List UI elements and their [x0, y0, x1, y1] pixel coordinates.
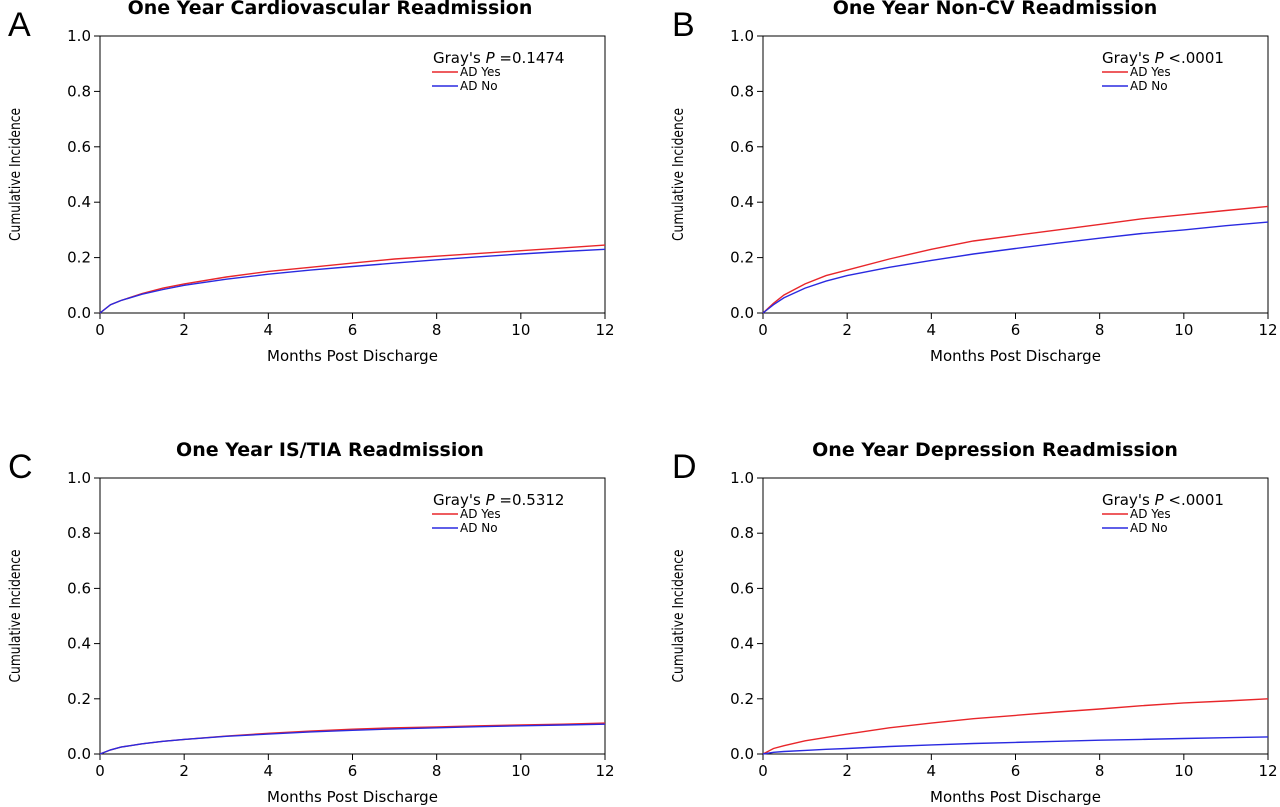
- x-axis-label: Months Post Discharge: [267, 347, 438, 365]
- legend-label: AD Yes: [460, 507, 501, 521]
- x-tick-label: 6: [348, 762, 358, 780]
- x-tick-label: 10: [1174, 321, 1193, 339]
- panel-b: B One Year Non-CV Readmission 0.0 0.2 0.4 0.6…: [670, 0, 1278, 365]
- legend-label: AD Yes: [1130, 65, 1171, 79]
- y-tick-label: 0.8: [730, 82, 754, 100]
- p-value-annotation: Gray's P <.0001: [1102, 49, 1224, 67]
- series-line-ad-yes: [99, 722, 606, 755]
- legend-label: AD No: [1130, 521, 1168, 535]
- y-axis-label: Cumulative Incidence: [670, 108, 687, 241]
- p-value-annotation: Gray's P =0.1474: [433, 49, 564, 67]
- legend-label: AD No: [460, 79, 498, 93]
- y-tick-label: 0.4: [730, 193, 754, 211]
- x-tick-label: 12: [1258, 321, 1277, 339]
- p-value-annotation: Gray's P <.0001: [1102, 491, 1224, 509]
- x-tick-label: 2: [842, 321, 852, 339]
- x-tick-label: 4: [927, 762, 937, 780]
- chart-title: One Year Cardiovascular Readmission: [128, 0, 533, 19]
- x-tick-label: 10: [511, 321, 530, 339]
- series-line-ad-no: [99, 248, 606, 314]
- chart-title: One Year Non-CV Readmission: [833, 0, 1157, 19]
- series-line-ad-yes: [762, 698, 1269, 755]
- y-tick-label: 0.2: [730, 249, 754, 267]
- y-tick-label: 0.4: [730, 635, 754, 653]
- x-tick-label: 8: [432, 321, 442, 339]
- y-tick-label: 0.8: [67, 524, 91, 542]
- y-axis-label: Cumulative Incidence: [7, 108, 24, 241]
- y-tick-label: 0.8: [67, 82, 91, 100]
- x-axis-label: Months Post Discharge: [930, 347, 1101, 365]
- panel-letter: C: [8, 448, 33, 486]
- y-tick-label: 0.0: [67, 304, 91, 322]
- legend-label: AD No: [1130, 79, 1168, 93]
- panel-letter: B: [672, 6, 695, 44]
- series-line-ad-yes: [762, 205, 1269, 314]
- x-tick-label: 0: [95, 321, 105, 339]
- x-tick-label: 2: [842, 762, 852, 780]
- legend-label: AD Yes: [1130, 507, 1171, 521]
- x-tick-label: 12: [595, 762, 614, 780]
- y-tick-label: 0.2: [730, 690, 754, 708]
- x-tick-label: 10: [511, 762, 530, 780]
- y-tick-label: 1.0: [67, 27, 91, 45]
- series-line-ad-yes: [99, 244, 606, 314]
- y-tick-label: 1.0: [67, 469, 91, 487]
- x-tick-label: 0: [758, 762, 768, 780]
- x-tick-label: 2: [179, 762, 189, 780]
- x-axis-label: Months Post Discharge: [267, 788, 438, 806]
- x-tick-label: 2: [179, 321, 189, 339]
- y-tick-label: 0.0: [67, 745, 91, 763]
- x-tick-label: 8: [1095, 762, 1105, 780]
- series-line-ad-no: [99, 723, 606, 755]
- x-tick-label: 4: [264, 321, 274, 339]
- y-tick-label: 0.2: [67, 249, 91, 267]
- x-tick-label: 8: [432, 762, 442, 780]
- y-tick-label: 1.0: [730, 27, 754, 45]
- y-tick-label: 0.4: [67, 193, 91, 211]
- y-tick-label: 0.8: [730, 524, 754, 542]
- x-tick-label: 6: [1011, 762, 1021, 780]
- plot-frame: [762, 35, 1269, 314]
- x-tick-label: 0: [95, 762, 105, 780]
- y-axis-label: Cumulative Incidence: [7, 549, 24, 682]
- x-tick-label: 4: [927, 321, 937, 339]
- x-tick-label: 8: [1095, 321, 1105, 339]
- y-axis-label: Cumulative Incidence: [670, 549, 687, 682]
- y-tick-label: 0.0: [730, 304, 754, 322]
- y-tick-label: 0.0: [730, 745, 754, 763]
- x-tick-label: 10: [1174, 762, 1193, 780]
- plot-frame: [99, 477, 606, 755]
- chart-title: One Year Depression Readmission: [812, 439, 1178, 461]
- y-tick-label: 1.0: [730, 469, 754, 487]
- y-tick-label: 0.6: [730, 138, 754, 156]
- y-tick-label: 0.6: [67, 579, 91, 597]
- panel-letter: D: [672, 448, 697, 486]
- y-tick-label: 0.2: [67, 690, 91, 708]
- chart-title: One Year IS/TIA Readmission: [176, 439, 484, 461]
- series-line-ad-no: [762, 221, 1269, 314]
- plot-frame: [762, 477, 1269, 755]
- x-tick-label: 12: [595, 321, 614, 339]
- x-tick-label: 6: [1011, 321, 1021, 339]
- p-value-annotation: Gray's P =0.5312: [433, 491, 564, 509]
- x-tick-label: 12: [1258, 762, 1277, 780]
- y-tick-label: 0.6: [730, 579, 754, 597]
- legend-label: AD Yes: [460, 65, 501, 79]
- legend-label: AD No: [460, 521, 498, 535]
- y-tick-label: 0.4: [67, 635, 91, 653]
- panel-letter: A: [8, 6, 31, 44]
- series-line-ad-no: [762, 736, 1269, 755]
- plot-frame: [99, 35, 606, 314]
- x-tick-label: 6: [348, 321, 358, 339]
- x-tick-label: 0: [758, 321, 768, 339]
- panel-a: A One Year Cardiovascular Readmission0.00…: [7, 0, 615, 365]
- x-axis-label: Months Post Discharge: [930, 788, 1101, 806]
- panel-c: C One Year IS/TIA Readmission 0.0 0.2 0.4 0.6…: [7, 439, 615, 806]
- y-tick-label: 0.6: [67, 138, 91, 156]
- x-tick-label: 4: [264, 762, 274, 780]
- panel-d: D One Year Depression Readmission 0.0 0.2 0.…: [670, 439, 1278, 806]
